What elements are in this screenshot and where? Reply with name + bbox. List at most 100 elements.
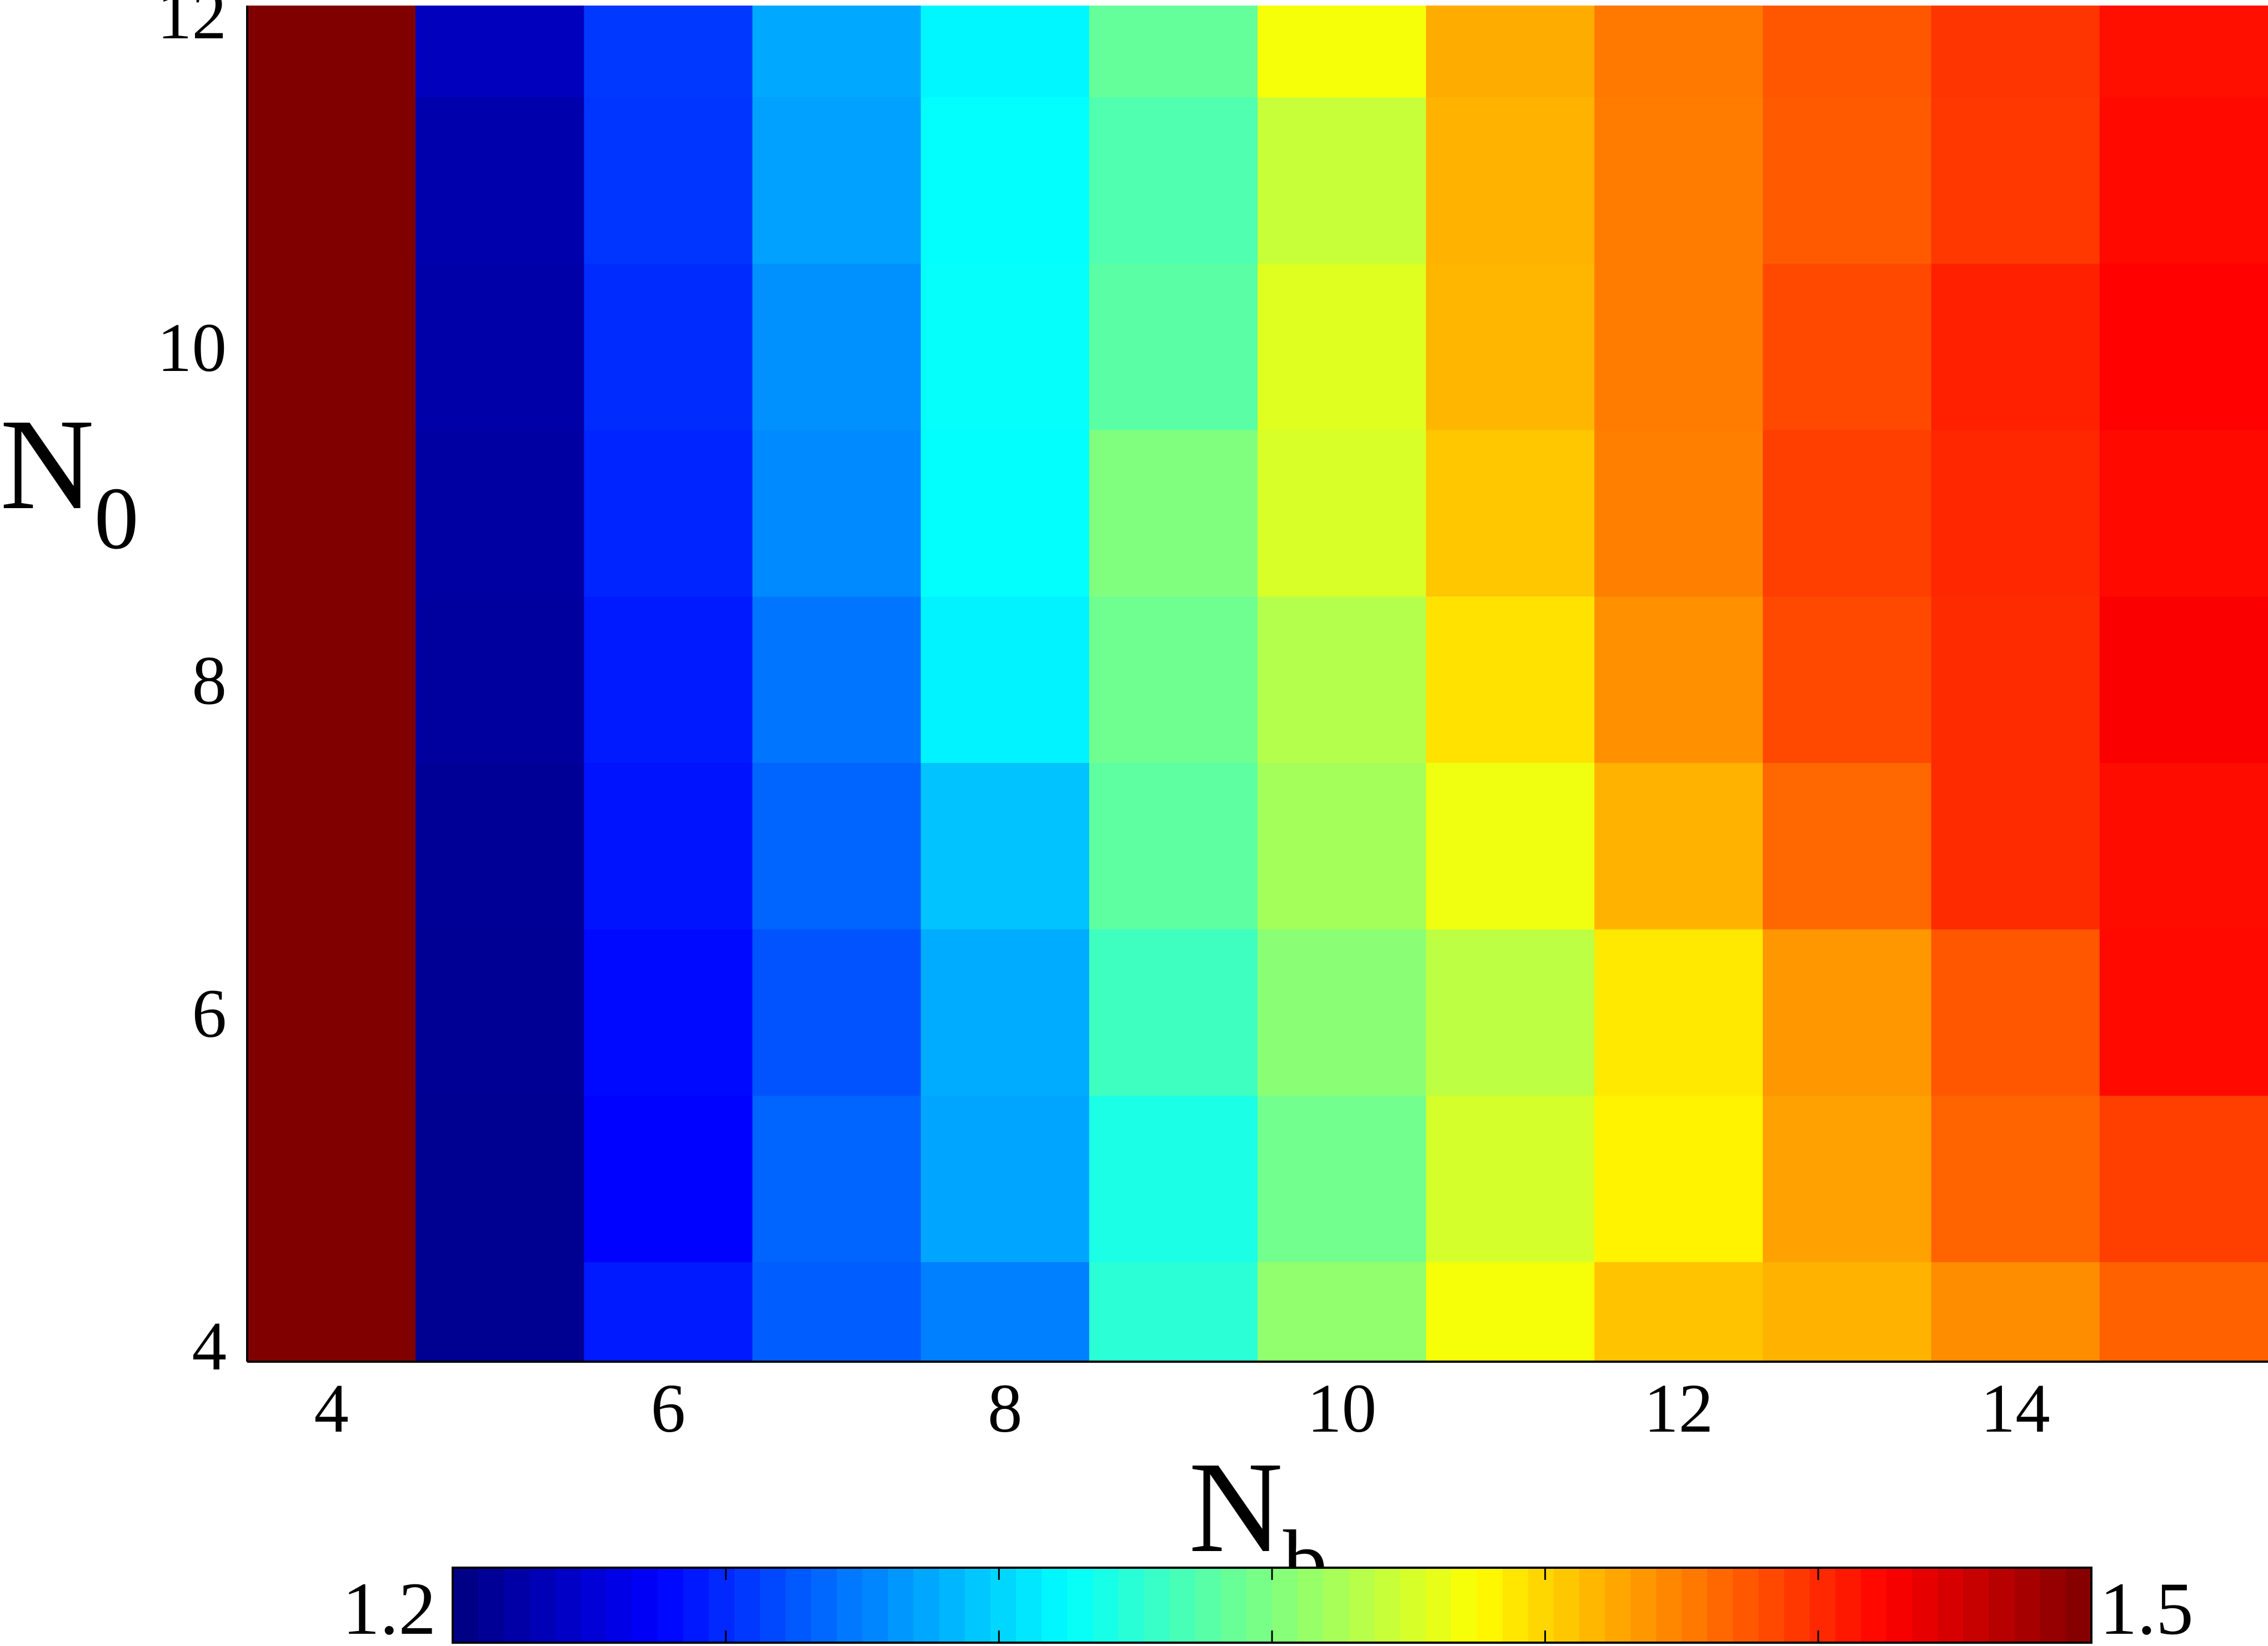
heatmap-cell <box>1931 97 2100 264</box>
heatmap-cell <box>1426 97 1595 264</box>
y-axis-label-sub: 0 <box>94 469 139 568</box>
heatmap-cell <box>584 263 753 430</box>
x-axis-label-main: N <box>1189 1435 1283 1579</box>
y-tick-label: 4 <box>192 1308 227 1385</box>
y-axis-ticks: 4 6 8 10 12 <box>157 0 227 1385</box>
x-tick-label: 14 <box>1981 1371 2050 1447</box>
colorbar-swatch <box>708 1568 735 1643</box>
heatmap-cell <box>584 596 753 763</box>
colorbar-swatch <box>939 1568 965 1643</box>
heatmap-cell <box>1763 430 1932 597</box>
y-tick-label: 12 <box>157 0 227 54</box>
colorbar <box>452 1567 2092 1644</box>
heatmap-cell <box>584 6 753 98</box>
heatmap-cell <box>247 430 416 597</box>
y-tick-label: 6 <box>192 976 227 1052</box>
colorbar-swatch <box>504 1568 530 1643</box>
heatmap-cell <box>1594 430 1764 597</box>
heatmap-cell <box>1594 596 1764 763</box>
colorbar-min-label: 1.2 <box>342 1568 436 1646</box>
colorbar-swatch <box>606 1568 633 1643</box>
colorbar-swatch <box>1886 1568 1912 1643</box>
heatmap-cell <box>752 430 922 597</box>
heatmap-cell <box>1931 596 2100 763</box>
heatmap-cell <box>2099 762 2268 930</box>
colorbar-swatch <box>1016 1568 1042 1643</box>
colorbar-swatch <box>1067 1568 1093 1643</box>
heatmap-cell <box>1089 97 1258 264</box>
heatmap-cell <box>2099 6 2268 98</box>
colorbar-swatch <box>1989 1568 2015 1643</box>
colorbar-swatch <box>2065 1568 2092 1643</box>
heatmap-cell <box>584 1095 753 1262</box>
colorbar-swatch <box>1374 1568 1401 1643</box>
heatmap-cell <box>752 1095 922 1262</box>
heatmap-cell <box>2099 596 2268 763</box>
heatmap-cell <box>1931 929 2100 1096</box>
colorbar-swatch <box>1169 1568 1196 1643</box>
heatmap-cell <box>415 596 584 763</box>
colorbar-swatch <box>1912 1568 1939 1643</box>
colorbar-swatch <box>1144 1568 1170 1643</box>
colorbar-swatch <box>1118 1568 1145 1643</box>
colorbar-swatch <box>657 1568 684 1643</box>
heatmap-cell <box>1594 263 1764 430</box>
colorbar-swatch <box>913 1568 940 1643</box>
heatmap-cell <box>1594 97 1764 264</box>
heatmap-cell <box>1089 762 1258 930</box>
heatmap-cell <box>1258 596 1426 763</box>
heatmap-cell <box>1258 97 1426 264</box>
heatmap-cell <box>752 97 922 264</box>
heatmap-cell <box>920 596 1090 763</box>
colorbar-swatch <box>453 1568 479 1643</box>
heatmap-cell <box>1426 929 1595 1096</box>
x-axis-label: Nb <box>1189 1435 1328 1610</box>
colorbar-swatch <box>555 1568 582 1643</box>
heatmap-cell <box>1089 263 1258 430</box>
heatmap-cell <box>1931 430 2100 597</box>
colorbar-swatch <box>862 1568 889 1643</box>
heatmap-cell <box>1931 1095 2100 1262</box>
heatmap-cell <box>1931 6 2100 98</box>
colorbar-swatch <box>1246 1568 1273 1643</box>
colorbar-swatch <box>1349 1568 1375 1643</box>
heatmap-cell <box>2099 1095 2268 1262</box>
heatmap-cell <box>920 97 1090 264</box>
heatmap-cell <box>1258 430 1426 597</box>
heatmap-cell <box>1089 929 1258 1096</box>
colorbar-swatch <box>1528 1568 1554 1643</box>
heatmap-cell <box>247 762 416 930</box>
heatmap-cell <box>1258 762 1426 930</box>
heatmap-cell <box>1258 6 1426 98</box>
heatmap-cell <box>2099 929 2268 1096</box>
heatmap-cell <box>1763 6 1932 98</box>
heatmap-cell <box>752 1262 922 1362</box>
colorbar-swatch <box>1656 1568 1683 1643</box>
heatmap-cell <box>1258 929 1426 1096</box>
colorbar-swatch <box>2014 1568 2041 1643</box>
x-tick-label: 8 <box>988 1371 1023 1447</box>
heatmap-cell <box>415 430 584 597</box>
heatmap-cell <box>1594 6 1764 98</box>
heatmap-cell <box>1931 263 2100 430</box>
heatmap-cell <box>1594 1262 1764 1362</box>
colorbar-swatch <box>1630 1568 1657 1643</box>
heatmap-cell <box>1763 929 1932 1096</box>
heatmap-cell <box>1763 263 1932 430</box>
colorbar-swatch <box>1451 1568 1478 1643</box>
x-tick-label: 10 <box>1307 1371 1376 1447</box>
x-tick-label: 4 <box>314 1371 349 1447</box>
heatmap-cell <box>584 1262 753 1362</box>
colorbar-swatch <box>811 1568 838 1643</box>
heatmap-cell <box>920 263 1090 430</box>
heatmap-cell <box>920 1095 1090 1262</box>
heatmap-cell <box>2099 430 2268 597</box>
heatmap-cell <box>1426 6 1595 98</box>
heatmap-cell <box>584 430 753 597</box>
heatmap-cell <box>415 929 584 1096</box>
heatmap-cell <box>247 6 416 98</box>
y-axis-label-main: N <box>0 392 94 536</box>
heatmap-cell <box>1763 596 1932 763</box>
heatmap-cell <box>920 6 1090 98</box>
